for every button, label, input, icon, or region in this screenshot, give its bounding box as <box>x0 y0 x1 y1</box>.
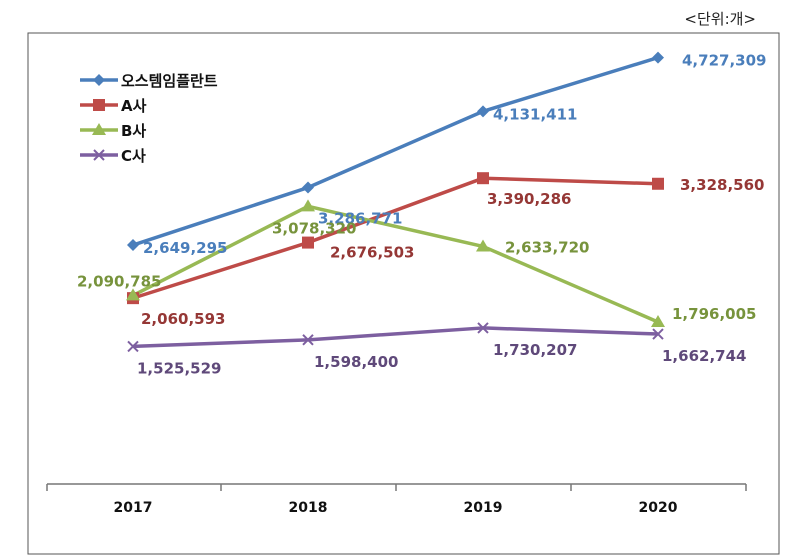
point-1-2020 <box>652 177 664 190</box>
point-3-2019 <box>477 322 489 334</box>
data-label-3-2019: 1,730,207 <box>493 341 577 359</box>
x-tick-label-2018: 2018 <box>289 500 328 516</box>
data-label-0-2020: 4,727,309 <box>682 52 766 70</box>
legend: 오스템임플란트 A사 B사 C사 <box>80 72 218 165</box>
data-label-2-2017: 2,090,785 <box>77 272 161 290</box>
x-tick-label-2020: 2020 <box>639 500 678 516</box>
point-0-2017 <box>127 239 139 252</box>
x-axis-ticks: 2017 2018 2019 2020 <box>46 484 747 516</box>
legend-label-3: C사 <box>121 147 146 165</box>
point-2-2018 <box>301 199 315 212</box>
unit-label: <단위:개> <box>684 10 756 28</box>
point-2-2019 <box>476 239 490 252</box>
legend-label-1: A사 <box>121 97 147 115</box>
data-label-1-2019: 3,390,286 <box>487 190 571 208</box>
data-label-0-2018: 3,286,771 <box>318 210 402 228</box>
series-markers <box>126 51 665 353</box>
x-tick-label-2019: 2019 <box>464 500 503 516</box>
series-line-0 <box>132 55 659 247</box>
data-label-1-2017: 2,060,593 <box>141 310 225 328</box>
data-label-3-2020: 1,662,744 <box>662 347 746 365</box>
x-tick-label-2017: 2017 <box>114 500 153 516</box>
point-0-2018 <box>302 181 314 194</box>
point-3-2018 <box>302 334 314 346</box>
point-3-2020 <box>652 328 664 340</box>
data-label-3-2018: 1,598,400 <box>314 353 398 371</box>
legend-label-0: 오스템임플란트 <box>121 72 218 90</box>
legend-marker-0 <box>93 74 105 86</box>
data-label-2-2018: 3,078,320 <box>272 219 356 237</box>
series-line-1 <box>132 176 659 300</box>
series-line-3 <box>132 326 659 349</box>
data-labels: 2,649,295 3,286,771 4,131,411 4,727,309 2,06… <box>77 52 766 378</box>
data-label-0-2017: 2,649,295 <box>143 239 227 257</box>
point-1-2019 <box>477 172 489 185</box>
data-label-2-2020: 1,796,005 <box>672 305 756 323</box>
data-label-2-2019: 2,633,720 <box>505 238 589 256</box>
point-0-2020 <box>652 51 664 64</box>
point-0-2019 <box>477 105 489 118</box>
data-label-1-2020: 3,328,560 <box>680 176 764 194</box>
legend-marker-1 <box>93 99 105 111</box>
data-label-1-2018: 2,676,503 <box>330 244 414 262</box>
data-label-3-2017: 1,525,529 <box>137 359 221 377</box>
point-3-2017 <box>127 340 139 353</box>
point-2-2017 <box>126 288 140 301</box>
legend-marker-2 <box>92 123 106 135</box>
legend-label-2: B사 <box>121 122 146 140</box>
data-label-0-2019: 4,131,411 <box>493 105 577 123</box>
series-lines <box>132 55 659 349</box>
point-2-2020 <box>651 315 665 328</box>
series-line-2 <box>132 204 659 324</box>
legend-marker-3 <box>93 149 105 161</box>
point-1-2018 <box>302 236 314 249</box>
